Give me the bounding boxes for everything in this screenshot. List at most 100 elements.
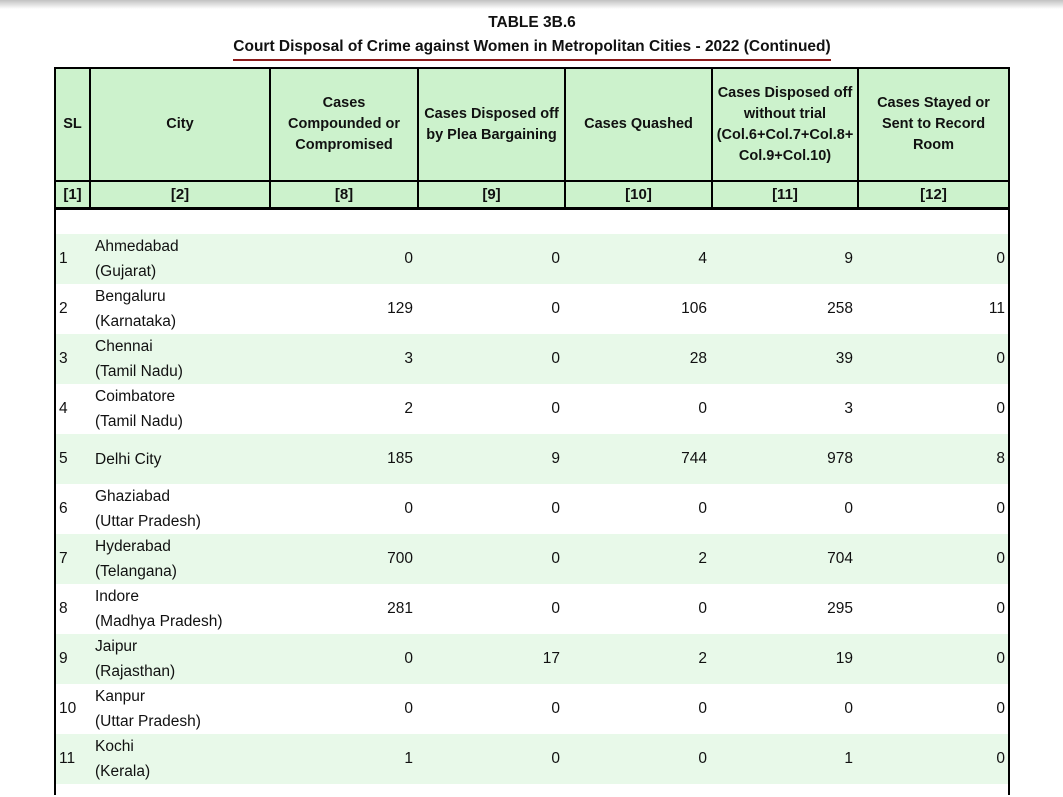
city-cell: Indore (Madhya Pradesh) bbox=[91, 584, 271, 634]
city-name: Coimbatore bbox=[95, 388, 176, 405]
city-state: (Rajasthan) bbox=[95, 663, 176, 680]
table-row: 8 Indore (Madhya Pradesh) 281 0 0 295 0 bbox=[56, 584, 1008, 634]
sl-cell: 2 bbox=[59, 300, 68, 317]
city-name: Chennai bbox=[95, 338, 153, 355]
sl-cell: 3 bbox=[59, 350, 68, 367]
city-name: Bengaluru bbox=[95, 288, 166, 305]
value-cell: 258 bbox=[827, 300, 853, 317]
city-cell: Ghaziabad (Uttar Pradesh) bbox=[91, 484, 271, 534]
value-cell: 129 bbox=[387, 300, 413, 317]
table-row: 3 Chennai (Tamil Nadu) 3 0 28 39 0 bbox=[56, 334, 1008, 384]
sl-cell: 7 bbox=[59, 550, 68, 567]
table-row: 9 Jaipur (Rajasthan) 0 17 2 19 0 bbox=[56, 634, 1008, 684]
sl-cell: 8 bbox=[59, 600, 68, 617]
value-cell: 281 bbox=[387, 600, 413, 617]
table-row: 6 Ghaziabad (Uttar Pradesh) 0 0 0 0 0 bbox=[56, 484, 1008, 534]
value-cell: 744 bbox=[681, 450, 707, 467]
value-cell: 0 bbox=[551, 550, 560, 567]
value-cell: 0 bbox=[698, 600, 707, 617]
sl-cell: 11 bbox=[59, 750, 76, 767]
city-name: Ahmedabad bbox=[95, 238, 179, 255]
data-table: SL City Cases Compounded or Compromised … bbox=[54, 67, 1010, 797]
sl-cell: 1 bbox=[59, 250, 68, 267]
table-row: 2 Bengaluru (Karnataka) 129 0 106 258 11 bbox=[56, 284, 1008, 334]
city-cell: Chennai (Tamil Nadu) bbox=[91, 334, 271, 384]
column-number-cell: [12] bbox=[859, 182, 1008, 210]
city-name: Kanpur bbox=[95, 688, 145, 705]
value-cell: 0 bbox=[551, 300, 560, 317]
value-cell: 1 bbox=[404, 750, 413, 767]
header-cell-sl: SL bbox=[56, 69, 91, 182]
value-cell: 0 bbox=[996, 550, 1005, 567]
value-cell: 8 bbox=[996, 450, 1005, 467]
city-state: (Karnataka) bbox=[95, 313, 176, 330]
clipped-next-row bbox=[56, 784, 1008, 797]
value-cell: 0 bbox=[996, 650, 1005, 667]
sl-cell: 9 bbox=[59, 650, 68, 667]
city-cell: Bengaluru (Karnataka) bbox=[91, 284, 271, 334]
value-cell: 0 bbox=[551, 250, 560, 267]
value-cell: 2 bbox=[404, 400, 413, 417]
city-cell: Ahmedabad (Gujarat) bbox=[91, 234, 271, 284]
city-cell: Delhi City bbox=[91, 434, 271, 484]
table-row: 1 Ahmedabad (Gujarat) 0 0 4 9 0 bbox=[56, 234, 1008, 284]
value-cell: 0 bbox=[404, 700, 413, 717]
city-state: (Kerala) bbox=[95, 763, 151, 780]
value-cell: 0 bbox=[698, 700, 707, 717]
value-cell: 39 bbox=[835, 350, 853, 367]
value-cell: 0 bbox=[996, 250, 1005, 267]
page-top-shade bbox=[0, 0, 1063, 9]
city-state: (Uttar Pradesh) bbox=[95, 713, 201, 730]
table-row: 7 Hyderabad (Telangana) 700 0 2 704 0 bbox=[56, 534, 1008, 584]
value-cell: 0 bbox=[551, 350, 560, 367]
table-row: 5 Delhi City 185 9 744 978 8 bbox=[56, 434, 1008, 484]
value-cell: 0 bbox=[404, 250, 413, 267]
value-cell: 2 bbox=[698, 650, 707, 667]
spacer-row bbox=[56, 210, 1008, 234]
value-cell: 0 bbox=[551, 400, 560, 417]
value-cell: 3 bbox=[404, 350, 413, 367]
value-cell: 0 bbox=[996, 400, 1005, 417]
city-state: (Tamil Nadu) bbox=[95, 413, 183, 430]
city-name: Jaipur bbox=[95, 638, 138, 655]
value-cell: 1 bbox=[844, 750, 853, 767]
sl-cell: 10 bbox=[59, 700, 77, 717]
city-state: (Madhya Pradesh) bbox=[95, 613, 223, 630]
table-header-row: SL City Cases Compounded or Compromised … bbox=[56, 69, 1008, 182]
header-cell-without-trial: Cases Disposed off without trial (Col.6+… bbox=[713, 69, 859, 182]
table-row: 11 Kochi (Kerala) 1 0 0 1 0 bbox=[56, 734, 1008, 784]
value-cell: 0 bbox=[996, 750, 1005, 767]
value-cell: 2 bbox=[698, 550, 707, 567]
value-cell: 9 bbox=[551, 450, 560, 467]
city-state: (Uttar Pradesh) bbox=[95, 513, 201, 530]
value-cell: 28 bbox=[689, 350, 707, 367]
value-cell: 0 bbox=[404, 650, 413, 667]
column-number-cell: [10] bbox=[566, 182, 713, 210]
value-cell: 700 bbox=[387, 550, 413, 567]
column-number-cell: [11] bbox=[713, 182, 859, 210]
sl-cell: 5 bbox=[59, 450, 68, 467]
city-cell: Kochi (Kerala) bbox=[91, 734, 271, 784]
value-cell: 9 bbox=[844, 250, 853, 267]
value-cell: 0 bbox=[404, 500, 413, 517]
column-number-cell: [8] bbox=[271, 182, 419, 210]
value-cell: 0 bbox=[844, 500, 853, 517]
header-cell-compounded: Cases Compounded or Compromised bbox=[271, 69, 419, 182]
city-cell: Kanpur (Uttar Pradesh) bbox=[91, 684, 271, 734]
value-cell: 11 bbox=[988, 300, 1005, 317]
city-state: (Tamil Nadu) bbox=[95, 363, 183, 380]
page-subtitle: Court Disposal of Crime against Women in… bbox=[233, 36, 831, 61]
value-cell: 0 bbox=[551, 600, 560, 617]
page-title: TABLE 3B.6 bbox=[488, 14, 576, 31]
city-cell: Hyderabad (Telangana) bbox=[91, 534, 271, 584]
value-cell: 0 bbox=[551, 750, 560, 767]
table-row: 10 Kanpur (Uttar Pradesh) 0 0 0 0 0 bbox=[56, 684, 1008, 734]
value-cell: 3 bbox=[844, 400, 853, 417]
table-body: 1 Ahmedabad (Gujarat) 0 0 4 9 0 2 Bengal… bbox=[56, 234, 1008, 784]
value-cell: 185 bbox=[387, 450, 413, 467]
column-number-row: [1] [2] [8] [9] [10] [11] [12] bbox=[56, 182, 1008, 210]
value-cell: 0 bbox=[698, 750, 707, 767]
city-state: (Telangana) bbox=[95, 563, 177, 580]
city-cell: Coimbatore (Tamil Nadu) bbox=[91, 384, 271, 434]
header-cell-stayed: Cases Stayed or Sent to Record Room bbox=[859, 69, 1008, 182]
